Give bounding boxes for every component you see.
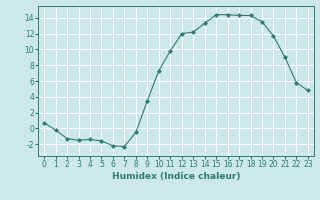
X-axis label: Humidex (Indice chaleur): Humidex (Indice chaleur)	[112, 172, 240, 181]
